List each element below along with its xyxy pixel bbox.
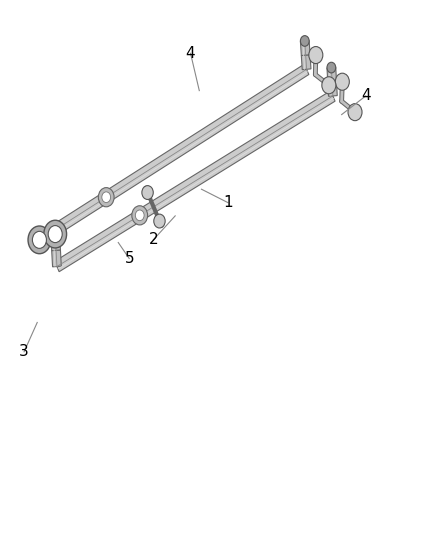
Circle shape [348, 103, 362, 120]
Polygon shape [55, 91, 335, 272]
Circle shape [51, 229, 60, 239]
Polygon shape [300, 41, 310, 55]
Circle shape [154, 214, 165, 228]
Polygon shape [301, 55, 311, 70]
Polygon shape [51, 234, 60, 251]
Circle shape [98, 188, 114, 207]
Circle shape [28, 226, 51, 254]
Circle shape [309, 46, 323, 63]
Polygon shape [328, 82, 337, 96]
Text: 4: 4 [361, 88, 371, 103]
Circle shape [132, 206, 148, 225]
Text: 2: 2 [148, 232, 158, 247]
Circle shape [44, 220, 67, 248]
Text: 4: 4 [186, 46, 195, 61]
Polygon shape [327, 67, 336, 82]
Circle shape [48, 225, 62, 243]
Circle shape [300, 36, 309, 46]
Circle shape [142, 185, 153, 199]
Circle shape [32, 231, 46, 248]
Circle shape [336, 73, 350, 90]
Polygon shape [52, 250, 61, 267]
Polygon shape [37, 64, 309, 245]
Circle shape [135, 210, 144, 221]
Text: 3: 3 [19, 344, 29, 359]
Circle shape [327, 62, 336, 73]
Circle shape [102, 192, 111, 203]
Text: 5: 5 [124, 251, 134, 266]
Circle shape [322, 77, 336, 94]
Text: 1: 1 [223, 195, 233, 210]
